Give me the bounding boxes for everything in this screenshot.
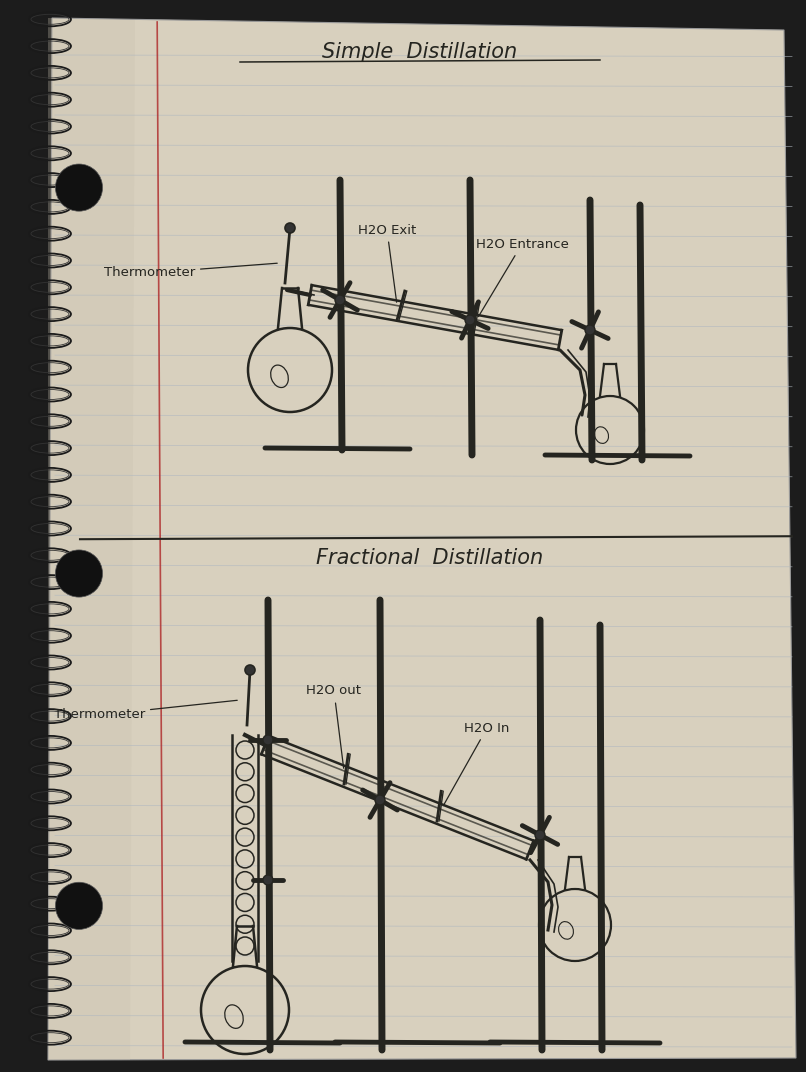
Text: Simple  Distillation: Simple Distillation: [322, 42, 517, 62]
Circle shape: [263, 735, 273, 745]
Circle shape: [245, 665, 255, 675]
Circle shape: [56, 164, 102, 211]
Circle shape: [263, 875, 273, 885]
Circle shape: [465, 315, 475, 325]
Text: H2O In: H2O In: [443, 721, 509, 805]
Text: Thermometer: Thermometer: [54, 700, 237, 721]
Text: H2O out: H2O out: [306, 685, 362, 769]
Circle shape: [335, 295, 345, 306]
Text: H2O Exit: H2O Exit: [358, 223, 416, 302]
Circle shape: [585, 325, 595, 334]
Circle shape: [56, 550, 102, 597]
Circle shape: [535, 830, 545, 840]
Circle shape: [285, 223, 295, 233]
Circle shape: [375, 795, 385, 805]
Text: Thermometer: Thermometer: [104, 264, 277, 280]
Polygon shape: [48, 18, 135, 1060]
Polygon shape: [48, 18, 796, 1060]
Text: H2O Entrance: H2O Entrance: [476, 238, 568, 316]
Circle shape: [56, 882, 102, 929]
Text: Fractional  Distillation: Fractional Distillation: [317, 548, 543, 568]
